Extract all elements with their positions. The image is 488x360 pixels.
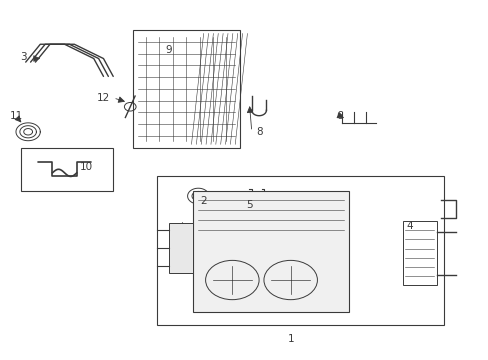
Bar [193,191,348,312]
Bar [157,176,443,325]
Text: 3: 3 [20,52,26,62]
Text: 6: 6 [335,111,342,121]
Text: 11: 11 [9,111,22,121]
Bar [132,30,239,148]
Text: 10: 10 [80,162,93,172]
Bar [402,221,436,285]
Text: 8: 8 [255,127,262,137]
Bar [21,148,113,191]
Text: 12: 12 [97,93,110,103]
Text: 2: 2 [200,197,206,206]
Text: 1: 1 [287,334,293,344]
Text: 5: 5 [245,200,252,210]
Bar [169,223,193,273]
Text: 4: 4 [406,221,412,231]
Text: 7: 7 [183,230,189,240]
Text: 9: 9 [165,45,172,55]
